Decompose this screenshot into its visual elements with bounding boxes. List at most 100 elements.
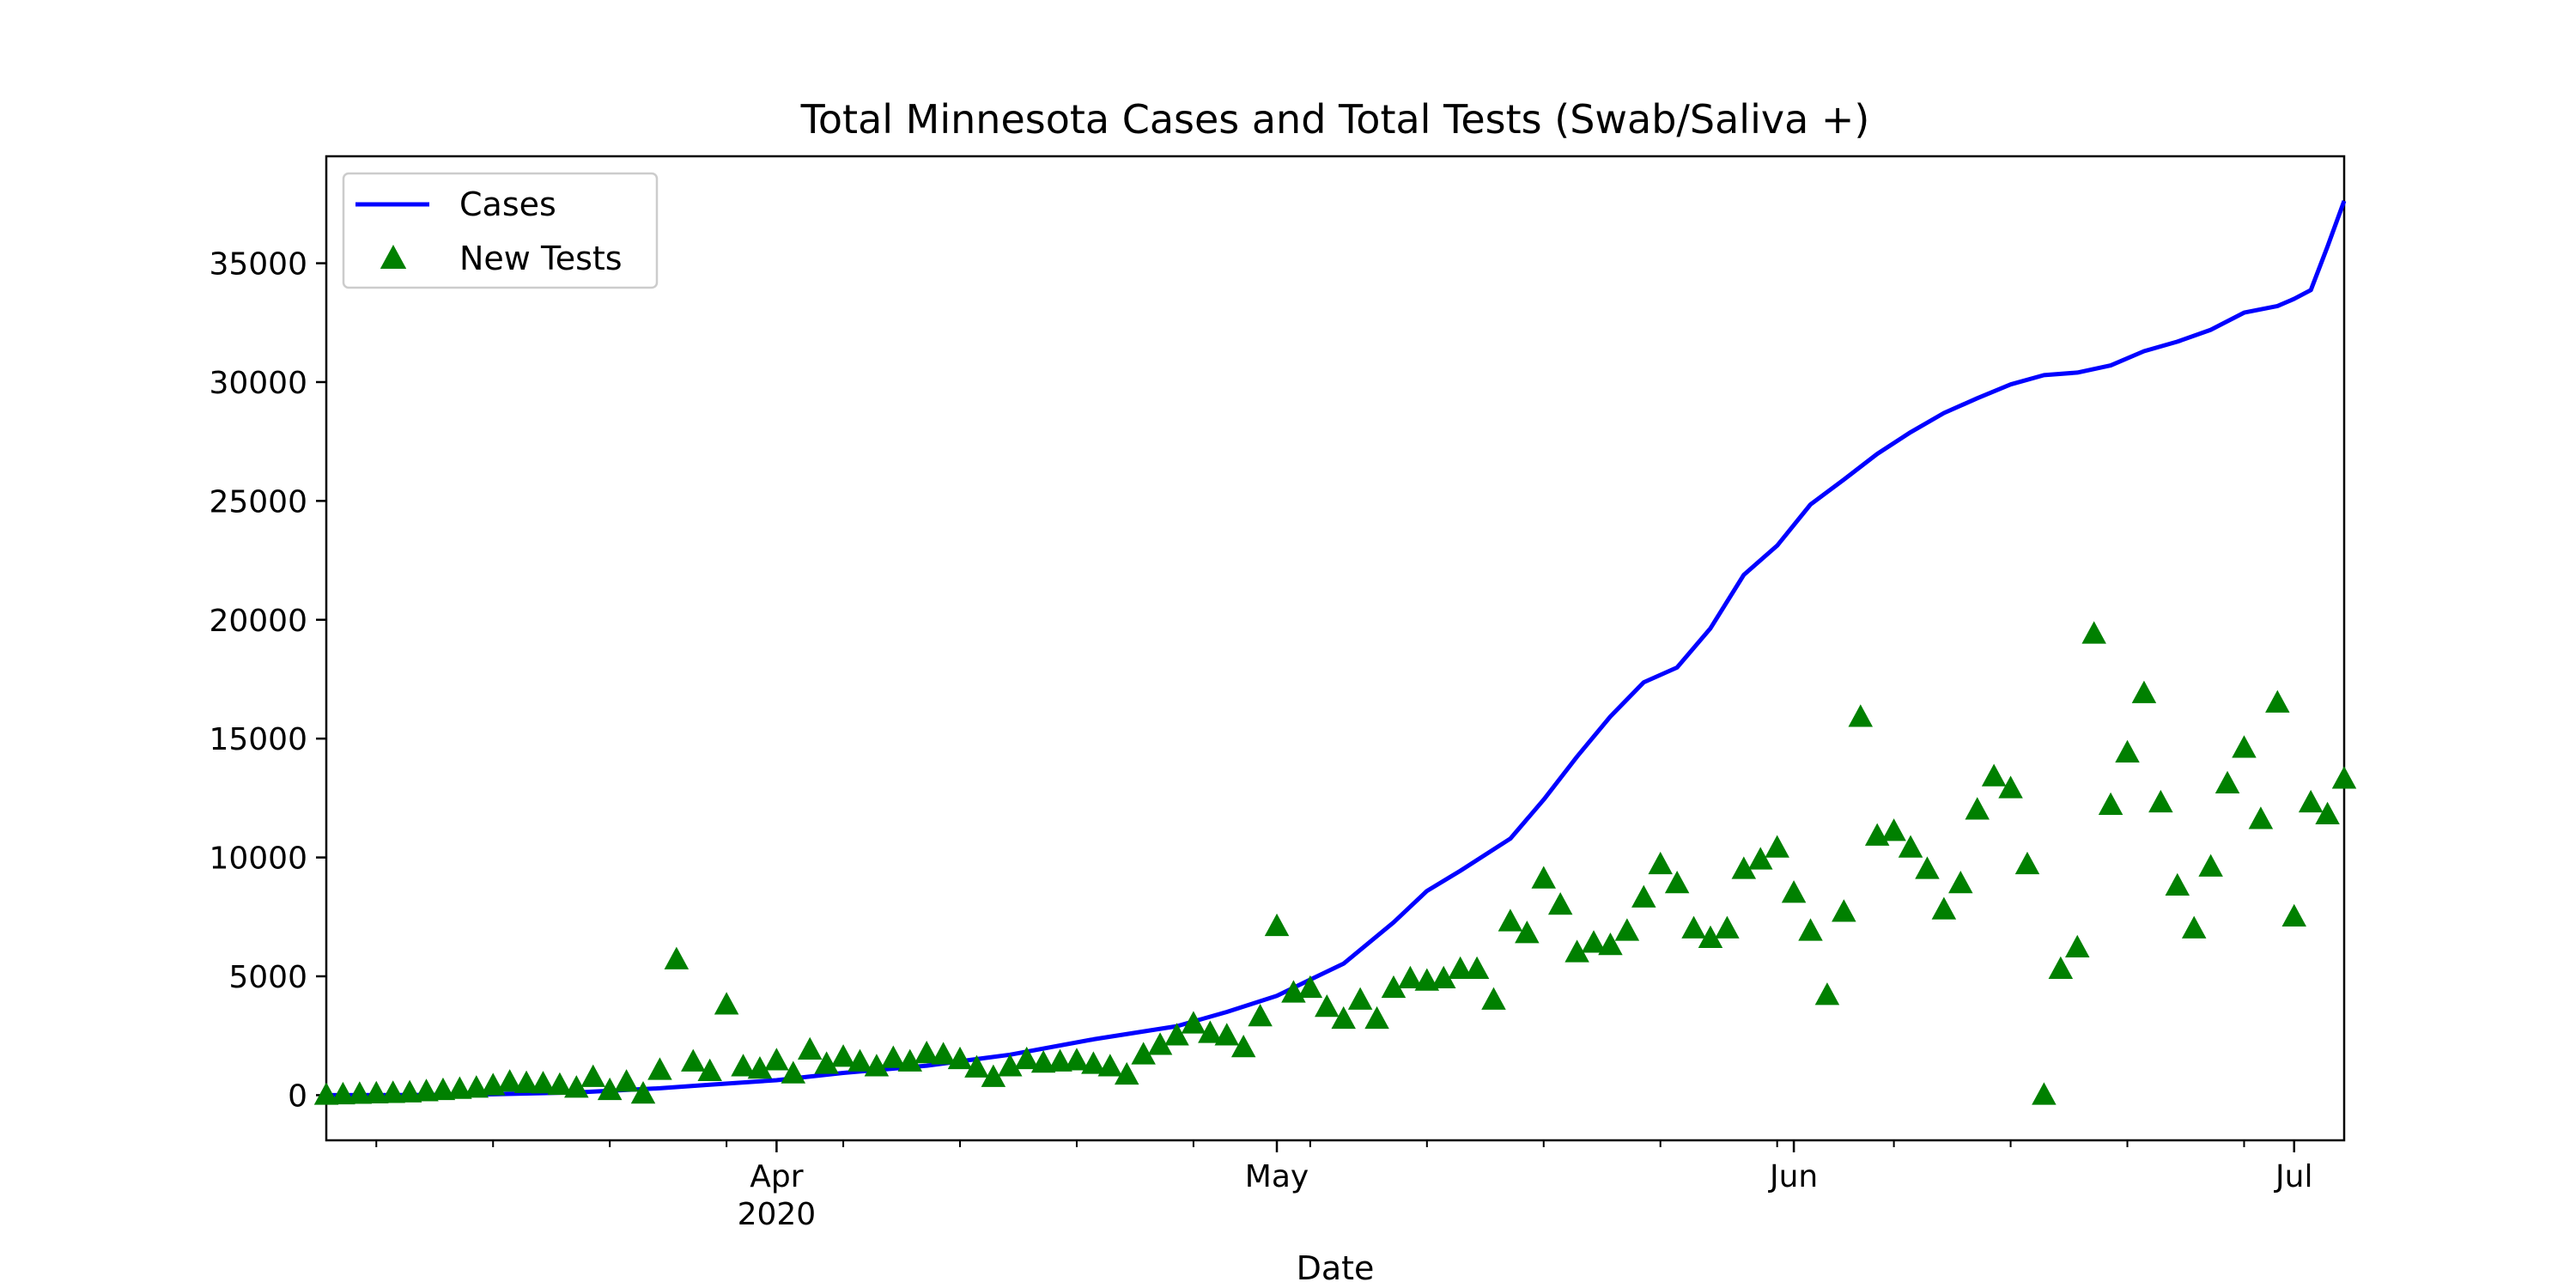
data-point-new-tests xyxy=(647,1057,672,1080)
x-tick-label: Apr xyxy=(750,1159,803,1194)
data-point-new-tests xyxy=(1464,956,1490,979)
data-point-new-tests xyxy=(1681,915,1706,939)
data-point-new-tests xyxy=(1181,1011,1206,1034)
data-point-new-tests xyxy=(1048,1048,1072,1072)
data-point-new-tests xyxy=(731,1054,756,1077)
data-point-new-tests xyxy=(2298,789,2324,813)
data-point-new-tests xyxy=(998,1054,1023,1077)
legend-label: Cases xyxy=(459,185,556,223)
data-point-new-tests xyxy=(814,1051,839,1074)
data-point-new-tests xyxy=(664,946,690,969)
data-point-new-tests xyxy=(580,1064,605,1087)
data-point-new-tests xyxy=(1248,1004,1273,1027)
y-tick-label: 35000 xyxy=(209,247,307,283)
data-point-new-tests xyxy=(1198,1020,1223,1043)
y-tick-label: 20000 xyxy=(209,604,307,639)
legend-box xyxy=(342,172,659,289)
data-point-new-tests xyxy=(1598,933,1623,956)
data-point-new-tests xyxy=(1531,866,1557,889)
data-point-new-tests xyxy=(1431,965,1456,989)
data-point-new-tests xyxy=(1998,775,2023,799)
data-point-new-tests xyxy=(1315,993,1340,1018)
data-layer xyxy=(313,200,2357,1105)
data-point-new-tests xyxy=(1747,847,1773,870)
legend-swatch-new-tests xyxy=(380,245,407,269)
data-point-new-tests xyxy=(1798,918,1823,941)
x-axis-label: Date xyxy=(1297,1249,1375,1287)
data-point-new-tests xyxy=(1881,818,1906,841)
data-point-new-tests xyxy=(1481,987,1506,1010)
legend: Cases New Tests xyxy=(342,172,659,289)
data-point-new-tests xyxy=(2081,621,2106,644)
x-tick-label: Jul xyxy=(2274,1159,2312,1194)
data-point-new-tests xyxy=(1848,704,1874,727)
data-point-new-tests xyxy=(531,1071,556,1094)
data-point-new-tests xyxy=(2032,1082,2057,1105)
data-point-new-tests xyxy=(897,1048,923,1072)
data-point-new-tests xyxy=(2148,789,2173,813)
data-point-new-tests xyxy=(697,1058,722,1081)
data-point-new-tests xyxy=(947,1046,973,1070)
data-point-new-tests xyxy=(1715,915,1740,939)
data-point-new-tests xyxy=(1264,913,1290,937)
data-point-new-tests xyxy=(1347,987,1373,1010)
data-point-new-tests xyxy=(1364,1005,1389,1030)
data-point-new-tests xyxy=(1664,871,1690,894)
y-tick-label: 15000 xyxy=(209,722,307,757)
data-point-new-tests xyxy=(1114,1061,1139,1085)
data-point-new-tests xyxy=(1898,835,1923,858)
data-point-new-tests xyxy=(331,1081,355,1105)
data-point-new-tests xyxy=(714,992,739,1015)
legend-label: New Tests xyxy=(459,240,623,277)
data-point-new-tests xyxy=(830,1044,856,1067)
data-point-new-tests xyxy=(1614,918,1640,941)
data-point-new-tests xyxy=(2165,872,2190,896)
data-point-new-tests xyxy=(1214,1023,1240,1046)
data-point-new-tests xyxy=(347,1081,373,1104)
y-tick-label: 30000 xyxy=(209,366,307,401)
data-point-new-tests xyxy=(881,1045,906,1068)
data-point-new-tests xyxy=(1981,763,2007,787)
data-point-new-tests xyxy=(2232,735,2257,758)
data-point-new-tests xyxy=(864,1054,890,1077)
data-point-new-tests xyxy=(2098,792,2123,815)
data-point-new-tests xyxy=(1414,968,1440,991)
x-tick-label: May xyxy=(1245,1159,1309,1194)
data-point-new-tests xyxy=(964,1054,989,1078)
data-point-new-tests xyxy=(2115,739,2140,763)
data-point-new-tests xyxy=(2265,690,2290,713)
data-point-new-tests xyxy=(1230,1035,1256,1058)
data-point-new-tests xyxy=(1581,930,1607,953)
data-point-new-tests xyxy=(513,1070,539,1093)
data-point-new-tests xyxy=(781,1060,806,1084)
data-point-new-tests xyxy=(1030,1050,1056,1073)
data-point-new-tests xyxy=(2281,903,2306,927)
data-point-new-tests xyxy=(1131,1042,1156,1065)
y-tick-label: 0 xyxy=(288,1078,307,1114)
data-point-new-tests xyxy=(1381,975,1406,999)
data-point-new-tests xyxy=(1832,899,1856,922)
data-point-new-tests xyxy=(2215,770,2240,794)
data-point-new-tests xyxy=(2131,680,2157,703)
data-point-new-tests xyxy=(1297,975,1323,999)
data-point-new-tests xyxy=(630,1081,656,1104)
data-point-new-tests xyxy=(848,1048,872,1072)
data-point-new-tests xyxy=(2248,806,2274,829)
data-point-new-tests xyxy=(2331,766,2357,789)
data-point-new-tests xyxy=(1097,1054,1123,1077)
data-point-new-tests xyxy=(1915,856,1940,879)
data-point-new-tests xyxy=(981,1064,1006,1087)
data-point-new-tests xyxy=(1448,956,1473,979)
data-point-new-tests xyxy=(1515,920,1540,944)
data-point-new-tests xyxy=(1731,856,1757,879)
data-point-new-tests xyxy=(2198,854,2223,877)
data-point-new-tests xyxy=(397,1079,422,1103)
y-tick-label: 25000 xyxy=(209,484,307,519)
data-point-new-tests xyxy=(1014,1046,1039,1070)
data-point-new-tests xyxy=(1631,884,1656,908)
data-point-new-tests xyxy=(764,1048,789,1071)
y-tick-label: 5000 xyxy=(228,960,307,995)
data-point-new-tests xyxy=(1648,851,1673,875)
